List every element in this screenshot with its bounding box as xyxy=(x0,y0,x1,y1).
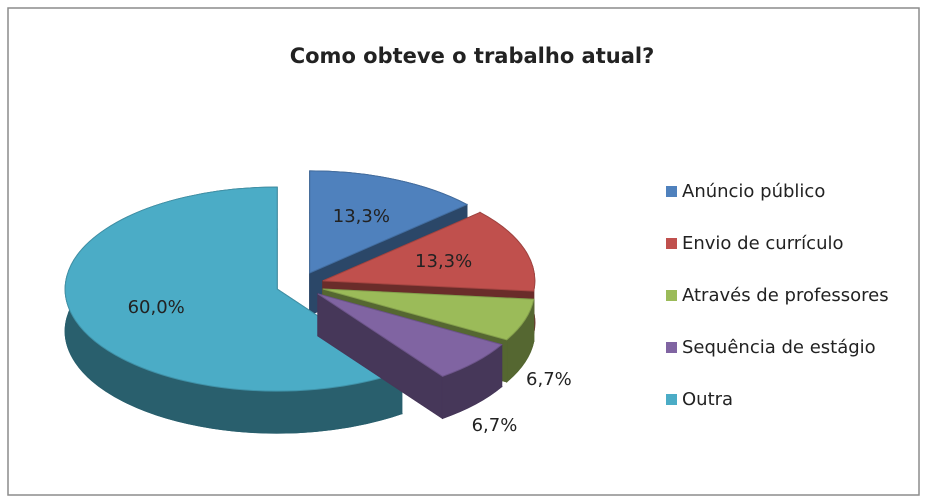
slice xyxy=(64,186,403,392)
data-label: 13,3% xyxy=(333,206,390,227)
slice-3d xyxy=(317,292,503,420)
slice xyxy=(309,170,469,274)
data-label: 6,7% xyxy=(526,369,572,390)
data-label: 13,3% xyxy=(415,251,472,272)
legend-label: Envio de currículo xyxy=(682,233,844,254)
slice xyxy=(322,211,536,292)
legend-label: Através de professores xyxy=(682,285,889,306)
legend-swatch xyxy=(666,342,677,353)
legend-label: Outra xyxy=(682,389,733,410)
chart-title: Como obteve o trabalho atual? xyxy=(290,44,655,68)
slice-3d xyxy=(64,186,403,434)
data-label: 60,0% xyxy=(128,297,185,318)
slice xyxy=(322,288,535,341)
slice xyxy=(317,293,503,377)
legend-label: Sequência de estágio xyxy=(682,337,876,358)
legend-swatch xyxy=(666,186,677,197)
legend-swatch xyxy=(666,394,677,405)
legend-label: Anúncio público xyxy=(682,181,825,202)
legend-swatch xyxy=(666,238,677,249)
legend-swatch xyxy=(666,290,677,301)
data-label: 6,7% xyxy=(472,415,518,436)
